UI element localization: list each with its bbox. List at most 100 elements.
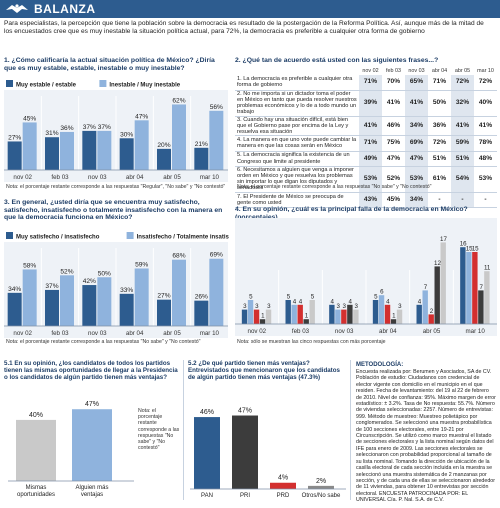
table-row: 3. Cuando hay una situación difícil, est… (235, 116, 497, 137)
bar-value-label: 15 (472, 246, 479, 253)
x-tick-label: abr 05 (163, 330, 181, 337)
q2-cell-value: 70% (382, 75, 405, 91)
bar-value-label: 1 (305, 313, 309, 320)
q2-row-label: 3. Cuando hay una situación difícil, est… (235, 116, 359, 137)
bar (396, 309, 403, 324)
q2-cell-value: 50% (428, 90, 451, 117)
methodology-title: METODOLOGÍA: (356, 362, 404, 368)
bar (265, 309, 272, 324)
q2-cell-value: 36% (428, 116, 451, 137)
bar (172, 104, 186, 170)
q2-column-header: nov 02 (362, 68, 379, 74)
legend-swatch (6, 80, 13, 87)
bar-value-label: 47% (135, 113, 148, 120)
q2-cell-value: 61% (428, 166, 451, 193)
x-tick-label: PAN (201, 493, 213, 499)
q52-chart: 46% PAN 47% PRI 4% PRD 2% Otros/No sabe (190, 408, 346, 499)
bar (134, 268, 149, 326)
q2-cell-value: 72% (474, 75, 497, 91)
bar (157, 148, 171, 170)
bar (416, 304, 422, 324)
x-tick-label: abr 05 (163, 174, 181, 181)
bar-value-label: 12 (434, 260, 441, 267)
bar-value-label: 30% (120, 131, 133, 138)
bar-value-label: 47% (85, 401, 99, 408)
bar-value-label: 5 (287, 294, 291, 301)
bar (347, 304, 353, 324)
q2-cell-value: 34% (405, 192, 428, 208)
q4-title: 4. En su opinión, ¿cuál es la principal … (235, 206, 468, 221)
legend-label: Muy estable / estable (16, 83, 77, 89)
bar-value-label: 17 (440, 236, 447, 243)
bar-value-label: 37% (98, 124, 111, 131)
bar (194, 147, 209, 170)
bar (341, 309, 347, 324)
divider (183, 360, 184, 500)
bar (329, 304, 335, 324)
bar-value-label: 5 (311, 294, 315, 301)
bar-value-label: 5 (249, 294, 253, 301)
bar-value-label: 3 (354, 303, 358, 310)
x-tick-label: mar 10 (200, 330, 220, 337)
bar-value-label: 6 (380, 289, 384, 296)
bar (209, 258, 224, 326)
q3-note: Nota: el porcentaje restante corresponde… (6, 339, 201, 345)
q2-note: Nota: el porcentaje restante corresponde… (237, 184, 432, 190)
x-tick-label: abr 04 (379, 328, 397, 335)
bar-value-label: 52% (60, 268, 73, 275)
bar-value-label: 4 (418, 298, 422, 305)
x-tick-label: abr 05 (423, 328, 441, 335)
q2-cell-value: - (451, 192, 474, 208)
bar (428, 314, 434, 324)
intro-text: Para especialistas, la percepción que ti… (4, 20, 484, 36)
bar (22, 122, 37, 170)
bar-value-label: 62% (172, 97, 185, 104)
bar-value-label: 20% (157, 142, 170, 149)
bar-value-label: 4 (299, 298, 303, 305)
q2-cell-value: 40% (474, 90, 497, 117)
q2-row-label: 6. Necesitamos a alguien que venga a imp… (235, 166, 359, 193)
bar-value-label: 27% (157, 293, 170, 300)
bar-value-label: 27% (8, 134, 21, 141)
divider (350, 360, 351, 500)
bar (241, 309, 248, 324)
bar (45, 137, 59, 170)
bar-value-label: 36% (60, 125, 73, 132)
q2-cell-value: 41% (359, 116, 382, 137)
bar-value-label: 16 (460, 241, 467, 248)
q2-column-header: abr 05 (454, 68, 471, 74)
bar (372, 300, 379, 324)
bar (434, 266, 440, 324)
q4-note: Nota: sólo se muestran las cinco respues… (237, 339, 386, 345)
bar (309, 300, 315, 324)
bar-value-label: 37% (83, 124, 96, 131)
bar (22, 269, 37, 326)
q2-cell-value: 48% (474, 151, 497, 167)
bar (390, 319, 397, 324)
bar (335, 309, 341, 324)
q2-table: nov 02 feb 03 nov 03 abr 04 abr 05 mar 10 1. … (235, 67, 497, 208)
bar (259, 319, 266, 324)
bar-value-label: 2% (316, 478, 326, 485)
q2-cell-value: 53% (474, 166, 497, 193)
q2-cell-value: 49% (359, 151, 382, 167)
x-tick-label: nov 03 (88, 330, 107, 337)
q2-row-label: 1. La democracia es preferible a cualqui… (235, 75, 359, 91)
q2-cell-value: 34% (405, 116, 428, 137)
bar-value-label: 3 (267, 303, 271, 310)
bar-value-label: 15 (466, 246, 473, 253)
x-tick-label: nov 02 (248, 328, 267, 335)
bar (422, 290, 428, 324)
bar (157, 299, 171, 326)
bar-value-label: 37% (45, 283, 58, 290)
page-title: BALANZA (34, 2, 96, 16)
bar-value-label: 7 (424, 284, 428, 291)
bar (466, 252, 472, 324)
x-tick-label: mar 10 (466, 328, 486, 335)
q2-cell-value: 52% (382, 166, 405, 193)
bar-value-label: 31% (45, 130, 58, 137)
bar-value-label: 45% (23, 115, 36, 122)
bar (291, 304, 297, 324)
x-tick-label: feb 03 (51, 174, 69, 181)
